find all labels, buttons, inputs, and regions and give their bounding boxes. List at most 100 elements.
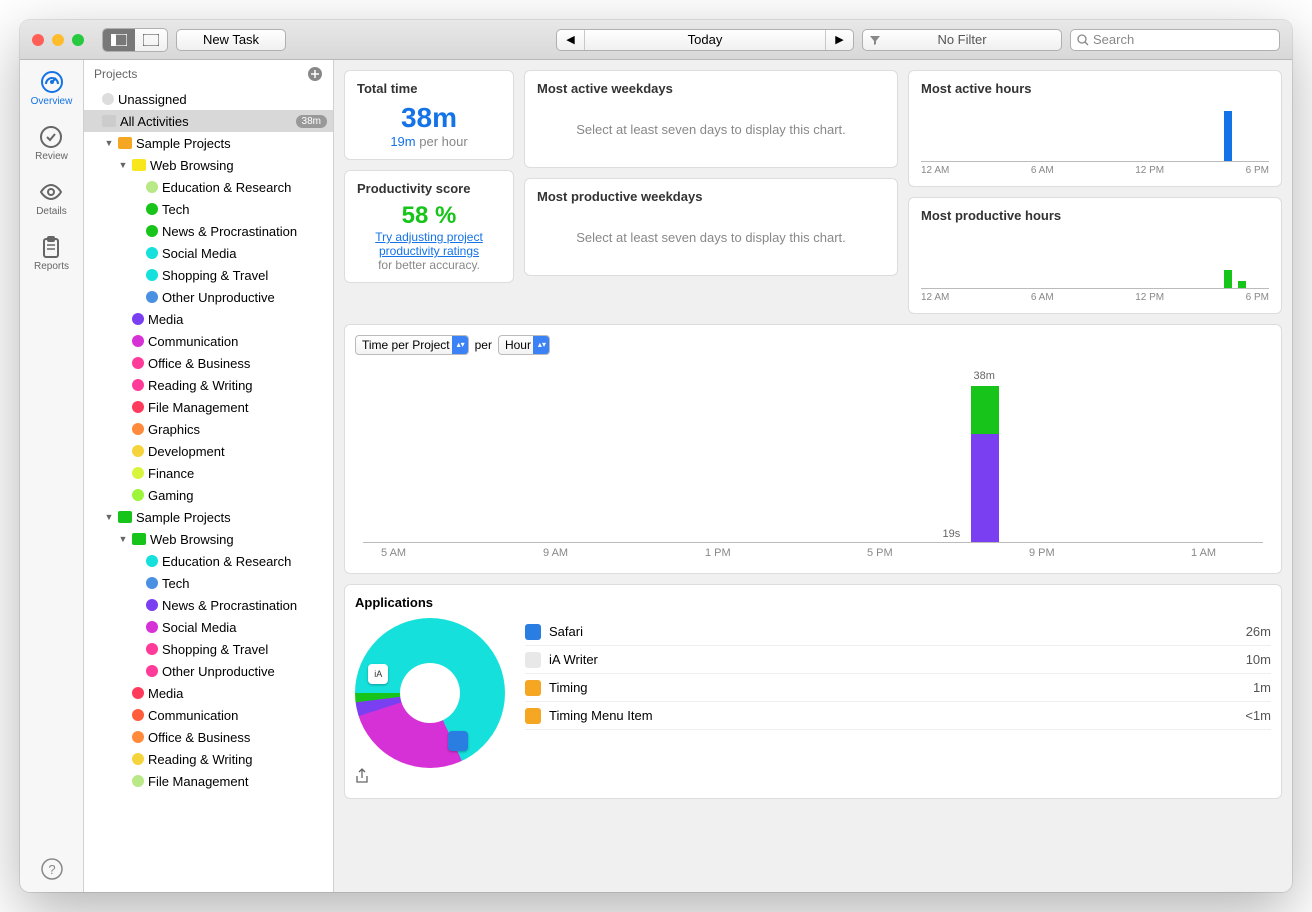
sidebar-item[interactable]: ▼Web Browsing [84, 528, 333, 550]
app-icon [525, 680, 541, 696]
productive-hours-chart [921, 229, 1269, 289]
sidebar-item[interactable]: Communication [84, 330, 333, 352]
axis-label: 6 PM [1246, 292, 1269, 303]
date-next-button[interactable]: ▶ [825, 30, 853, 50]
sidebar-item[interactable]: Office & Business [84, 352, 333, 374]
share-button[interactable] [355, 768, 1271, 788]
nav-help[interactable]: ? [41, 858, 63, 880]
app-row[interactable]: iA Writer10m [525, 646, 1271, 674]
date-control: ◀ Today ▶ [556, 29, 854, 51]
project-bar-chart: 38m19s [363, 363, 1263, 543]
sidebar-toggle-on[interactable] [103, 29, 135, 51]
bar-bottom-label: 19s [943, 528, 961, 540]
sidebar-item[interactable]: Communication [84, 704, 333, 726]
sidebar-item[interactable]: Reading & Writing [84, 374, 333, 396]
app-name: Timing [549, 680, 588, 695]
sidebar-item[interactable]: ▼ Sample Projects [84, 506, 333, 528]
sidebar-item[interactable]: Media [84, 308, 333, 330]
sidebar-item[interactable]: Media [84, 682, 333, 704]
traffic-dot[interactable] [52, 34, 64, 46]
sidebar-item-label: Sample Projects [136, 136, 231, 151]
card-title: Most active hours [921, 81, 1269, 96]
sidebar-item-label: Media [148, 686, 183, 701]
sidebar-item[interactable]: Tech [84, 572, 333, 594]
app-row[interactable]: Timing1m [525, 674, 1271, 702]
nav-label: Overview [31, 96, 73, 107]
nav-review[interactable]: Review [35, 125, 68, 162]
sidebar-item[interactable]: File Management [84, 396, 333, 418]
traffic-dot[interactable] [72, 34, 84, 46]
date-prev-button[interactable]: ◀ [557, 30, 585, 50]
sidebar-toggle-off[interactable] [135, 29, 167, 51]
sidebar-item[interactable]: Education & Research [84, 176, 333, 198]
nav-details[interactable]: Details [36, 180, 67, 217]
app-name: Timing Menu Item [549, 708, 653, 723]
sidebar-item-all-activities[interactable]: All Activities 38m [84, 110, 333, 132]
sidebar-item[interactable]: Shopping & Travel [84, 638, 333, 660]
sidebar-item[interactable]: Reading & Writing [84, 748, 333, 770]
app-row[interactable]: Timing Menu Item<1m [525, 702, 1271, 730]
dot-icon [146, 555, 158, 567]
sidebar-item[interactable]: File Management [84, 770, 333, 792]
dot-icon [146, 643, 158, 655]
dot-icon [146, 577, 158, 589]
dot-icon [132, 357, 144, 369]
metric-select[interactable]: Time per Project▴▾ [355, 335, 469, 355]
sidebar-item[interactable]: Other Unproductive [84, 286, 333, 308]
traffic-dot[interactable] [32, 34, 44, 46]
dot-icon [146, 599, 158, 611]
sidebar-item[interactable]: Social Media [84, 616, 333, 638]
sidebar-item-label: Shopping & Travel [162, 268, 268, 283]
search-placeholder: Search [1093, 32, 1134, 47]
sidebar-item[interactable]: News & Procrastination [84, 220, 333, 242]
filter-button[interactable]: No Filter [862, 29, 1062, 51]
date-label[interactable]: Today [585, 30, 825, 50]
stacked-bar [971, 386, 999, 542]
sidebar-item[interactable]: Tech [84, 198, 333, 220]
sidebar-item[interactable]: Education & Research [84, 550, 333, 572]
sidebar-item-label: Sample Projects [136, 510, 231, 525]
sidebar-item[interactable]: Graphics [84, 418, 333, 440]
bar-segment [971, 434, 999, 542]
sidebar-item[interactable]: News & Procrastination [84, 594, 333, 616]
search-input[interactable]: Search [1070, 29, 1280, 51]
axis-label: 12 PM [1135, 292, 1164, 303]
sidebar-item[interactable]: Gaming [84, 484, 333, 506]
dot-icon [132, 401, 144, 413]
productive-hours-card: Most productive hours 12 AM6 AM12 PM6 PM [908, 197, 1282, 314]
sidebar-item[interactable]: Social Media [84, 242, 333, 264]
disclosure-icon: ▼ [104, 512, 114, 522]
add-project-icon[interactable] [307, 66, 323, 82]
sidebar-item[interactable]: Shopping & Travel [84, 264, 333, 286]
sidebar-item[interactable]: ▼Web Browsing [84, 154, 333, 176]
app-icon [525, 624, 541, 640]
nav-reports[interactable]: Reports [34, 235, 69, 272]
sidebar-icon [111, 34, 127, 46]
app-row[interactable]: Safari26m [525, 618, 1271, 646]
eye-icon [39, 180, 63, 204]
sidebar-item-unassigned[interactable]: Unassigned [84, 88, 333, 110]
sidebar-item-label: Social Media [162, 246, 236, 261]
sidebar-item[interactable]: Finance [84, 462, 333, 484]
app-window: New Task ◀ Today ▶ No Filter Search Over… [20, 20, 1292, 892]
active-hours-chart [921, 102, 1269, 162]
interval-select[interactable]: Hour▴▾ [498, 335, 550, 355]
axis-label: 6 PM [1246, 165, 1269, 176]
folder-icon [132, 533, 146, 545]
sidebar-item-label: Education & Research [162, 180, 291, 195]
nav-overview[interactable]: Overview [31, 70, 73, 107]
sidebar-item[interactable]: ▼ Sample Projects [84, 132, 333, 154]
sidebar-item[interactable]: Other Unproductive [84, 660, 333, 682]
sidebar-item[interactable]: Office & Business [84, 726, 333, 748]
sidebar-item[interactable]: Development [84, 440, 333, 462]
axis-label: 12 AM [921, 165, 949, 176]
dot-icon [132, 313, 144, 325]
new-task-button[interactable]: New Task [176, 29, 286, 51]
per-hour-value: 19m [390, 134, 415, 149]
productivity-link[interactable]: Try adjusting project productivity ratin… [357, 230, 501, 258]
sidebar-item-label: Development [148, 444, 225, 459]
total-time-value: 38m [357, 102, 501, 134]
per-label: per [475, 338, 492, 352]
chart-bar [1224, 270, 1232, 288]
disclosure-icon: ▼ [104, 138, 114, 148]
